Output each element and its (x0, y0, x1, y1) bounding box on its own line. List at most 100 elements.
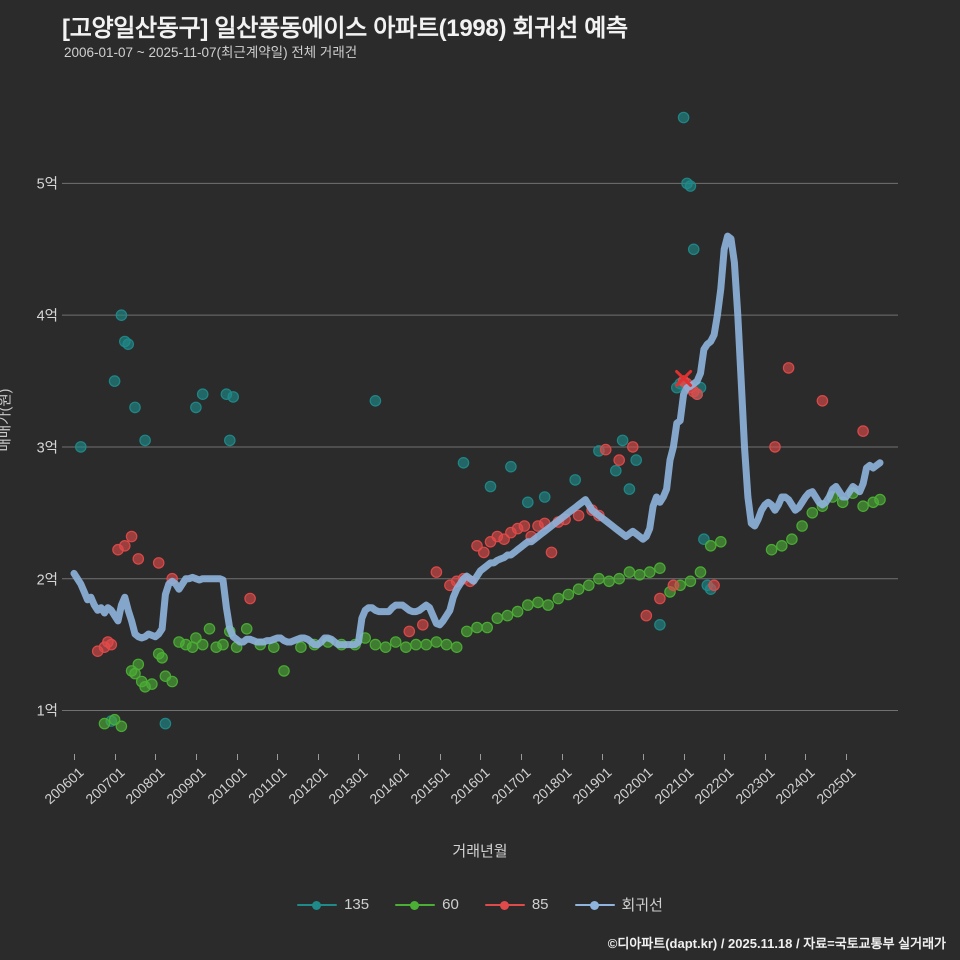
data-point (278, 665, 290, 677)
x-axis-tick (74, 754, 75, 760)
data-point (704, 539, 717, 552)
data-point (593, 572, 605, 585)
x-axis-tick (155, 754, 157, 760)
legend-item-회귀선[interactable]: 회귀선 (574, 894, 663, 915)
data-point (626, 441, 639, 453)
data-point (687, 243, 700, 256)
data-point (196, 638, 209, 651)
data-point (190, 401, 202, 414)
data-point (74, 441, 87, 453)
data-point (430, 566, 443, 578)
data-point (420, 638, 432, 651)
y-axis-title: 매매가(원) (0, 388, 14, 452)
data-point (640, 609, 653, 622)
data-point (684, 575, 697, 588)
data-point (115, 720, 128, 733)
data-point (542, 599, 554, 611)
data-point (572, 509, 585, 522)
data-point (389, 636, 402, 648)
data-point (630, 454, 642, 466)
scatter-series-135 (74, 111, 717, 730)
data-point (708, 579, 720, 592)
data-point (156, 651, 168, 664)
data-point (129, 401, 141, 414)
plot-area: 1억 2억 3억 4억 5억 200601 200701 200801 200901 201001… (37, 78, 898, 807)
x-axis-tick (439, 754, 441, 760)
x-axis-tick (114, 754, 116, 760)
x-axis-tick (805, 754, 807, 760)
y-axis-tick-label: 5억 (36, 176, 58, 193)
scatter-series-60 (98, 487, 886, 733)
data-point (623, 483, 636, 495)
x-axis-tick (277, 754, 279, 760)
legend-label: 60 (442, 896, 459, 913)
data-point (240, 622, 253, 635)
data-point (369, 638, 382, 651)
x-axis-tick (846, 754, 848, 760)
chart-legend: 135 60 85 회귀선 (0, 894, 960, 915)
data-point (481, 621, 493, 634)
legend-item-60[interactable]: 60 (395, 896, 459, 913)
data-point (782, 362, 795, 374)
data-point (139, 434, 151, 447)
legend-label: 135 (344, 896, 370, 913)
data-point (125, 530, 138, 543)
x-axis-tick (399, 754, 401, 760)
x-axis-title: 거래년월 (452, 843, 508, 860)
data-point (654, 562, 666, 574)
data-point (244, 592, 256, 605)
data-point (714, 535, 727, 548)
data-point (146, 678, 158, 690)
data-point (572, 583, 585, 595)
legend-swatch-icon (574, 899, 615, 911)
data-point (796, 520, 808, 532)
x-axis-tick (358, 754, 360, 760)
y-axis-tick-label: 1억 (36, 703, 58, 720)
data-point (599, 443, 612, 456)
data-point (769, 441, 781, 453)
data-point (105, 638, 118, 651)
data-point (295, 641, 307, 653)
data-point (806, 506, 819, 519)
legend-item-135[interactable]: 135 (297, 896, 369, 913)
legend-item-85[interactable]: 85 (484, 896, 549, 913)
data-point (471, 539, 483, 552)
data-point (616, 434, 629, 447)
legend-label: 85 (531, 896, 549, 913)
data-point (569, 474, 581, 486)
data-point (643, 566, 656, 578)
data-point (518, 520, 531, 532)
data-point (765, 543, 778, 556)
data-point (786, 533, 798, 545)
data-point (196, 388, 209, 400)
data-point (501, 609, 514, 622)
data-point (108, 375, 121, 387)
x-axis-tick (236, 754, 238, 760)
data-point (552, 592, 565, 605)
data-point (857, 500, 869, 512)
x-axis-tick (480, 754, 482, 760)
data-point (118, 539, 131, 552)
data-point (613, 572, 625, 585)
data-point (122, 338, 134, 350)
data-point (633, 568, 646, 581)
data-point (491, 612, 504, 624)
x-marker-annotation (675, 369, 693, 387)
data-point (379, 641, 392, 653)
data-point (511, 605, 524, 618)
data-point (460, 625, 473, 638)
data-point (416, 618, 429, 631)
data-point (694, 566, 707, 578)
page-title: [고양일산동구] 일산풍동에이스 아파트(1998) 회귀선 예측 (62, 15, 628, 42)
data-point (775, 539, 788, 552)
x-axis-tick (764, 754, 766, 760)
data-point (166, 675, 178, 688)
x-axis-tick (521, 754, 523, 760)
data-point (532, 596, 544, 609)
data-point (152, 557, 165, 569)
legend-swatch-icon (297, 899, 338, 911)
data-point (857, 425, 869, 437)
legend-label: 회귀선 (621, 897, 663, 914)
data-point (450, 641, 463, 653)
